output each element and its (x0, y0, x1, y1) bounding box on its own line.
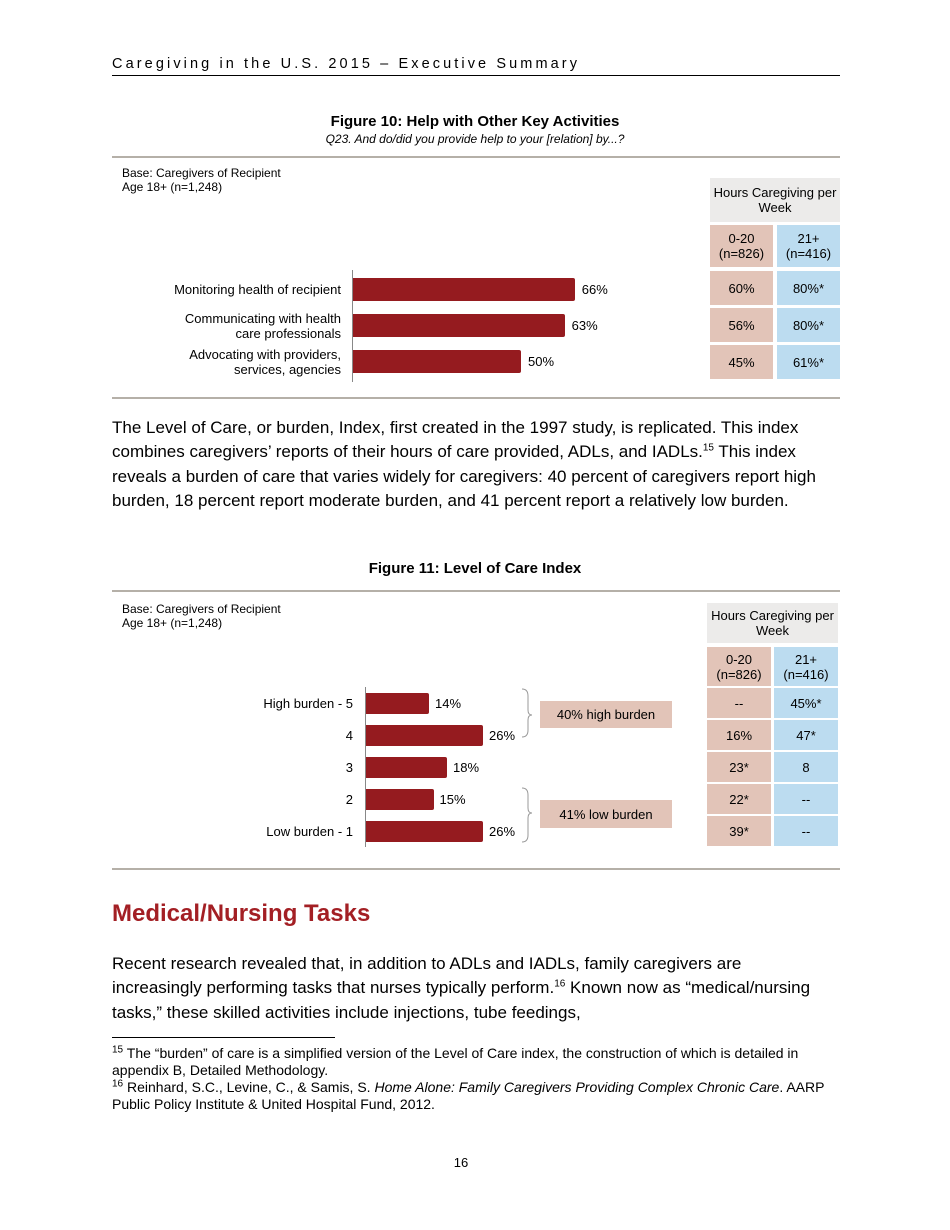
low-burden-group-label: 41% low burden (540, 800, 672, 828)
table-cell-0-20: -- (707, 688, 771, 718)
bar-value-label: 18% (453, 760, 480, 775)
paragraph-text: This index reveals a burden of care that… (112, 442, 816, 510)
figure11-top-rule (112, 590, 840, 592)
table-cell-0-20: 22* (707, 784, 771, 814)
figure10-question: Q23. And do/did you provide help to your… (325, 132, 625, 146)
bar-label-line: Communicating with health (184, 310, 341, 326)
bar (366, 789, 434, 810)
figure11-title: Figure 11: Level of Care Index (368, 560, 582, 577)
figure11-base: Base: Caregivers of Recipient Age 18+ (n… (122, 602, 281, 630)
bar-label-line: services, agencies (234, 361, 341, 377)
bar-value-label: 14% (435, 696, 462, 711)
bar-label: 2 (345, 792, 353, 807)
footnote-16: 16 Reinhard, S.C., Levine, C., & Samis, … (112, 1079, 832, 1113)
bar-value-label: 63% (571, 318, 598, 333)
figure10-bottom-rule (112, 397, 840, 399)
footnote-ref[interactable]: 16 (554, 978, 566, 990)
column-range: 21+ (797, 231, 820, 246)
bar-label-line: Monitoring health of recipient (174, 282, 341, 297)
footnote-title: Home Alone: Family Caregivers Providing … (374, 1079, 780, 1095)
column-header: 21+ (n=416) (777, 225, 840, 267)
bar (353, 278, 575, 301)
table-cell-21plus: -- (774, 816, 838, 846)
figure11-bottom-rule (112, 868, 840, 870)
table-cell-0-20: 23* (707, 752, 771, 782)
bar-value-label: 50% (528, 354, 555, 369)
column-header: 21+ (n=416) (774, 647, 838, 686)
figure10-base: Base: Caregivers of Recipient Age 18+ (n… (122, 166, 281, 194)
chart-axis (365, 687, 366, 847)
bar-label: Low burden - 1 (266, 824, 353, 839)
header-rule (112, 75, 840, 76)
bar (366, 757, 447, 778)
table-cell-21plus: 61%* (777, 345, 840, 379)
column-n: (n=826) (716, 666, 762, 682)
base-line: Base: Caregivers of Recipient (122, 166, 281, 180)
bar-label: Advocating with providers, services, agen… (112, 347, 341, 377)
bar-label: Communicating with health care profession… (112, 311, 341, 341)
column-header: 0-20 (n=826) (710, 225, 773, 267)
bar (366, 821, 483, 842)
footnote-number: 15 (112, 1044, 124, 1056)
paragraph-medical-tasks: Recent research revealed that, in additi… (112, 952, 832, 1025)
table-cell-0-20: 56% (710, 308, 773, 342)
footnote-ref[interactable]: 15 (702, 442, 714, 454)
bar-value-label: 15% (439, 792, 466, 807)
table-cell-21plus: 47* (774, 720, 838, 750)
table-cell-0-20: 45% (710, 345, 773, 379)
bar-label: Monitoring health of recipient (112, 282, 341, 297)
bar-label-line: Advocating with providers, (189, 346, 341, 362)
column-header: 0-20 (n=826) (707, 647, 771, 686)
figure10-top-rule (112, 156, 840, 158)
bar-value-label: 26% (489, 824, 516, 839)
paragraph-text: The Level of Care, or burden, Index, fir… (112, 418, 799, 462)
bar (366, 725, 483, 746)
bar (353, 314, 565, 337)
paragraph-text: Recent research revealed that, in additi… (112, 954, 742, 998)
footnote-text: The “burden” of care is a simplified ver… (112, 1045, 799, 1078)
table-cell-21plus: -- (774, 784, 838, 814)
figure10-table-header: Hours Caregiving per Week (710, 178, 840, 222)
table-cell-21plus: 45%* (774, 688, 838, 718)
bar-value-label: 66% (581, 282, 608, 297)
section-heading: Medical/Nursing Tasks (112, 900, 371, 927)
bracket-icon (521, 688, 533, 843)
table-cell-0-20: 60% (710, 271, 773, 305)
table-cell-21plus: 80%* (777, 271, 840, 305)
bar-label: High burden - 5 (263, 696, 353, 711)
chart-axis (352, 270, 353, 382)
paragraph-level-of-care: The Level of Care, or burden, Index, fir… (112, 416, 832, 513)
base-line: Base: Caregivers of Recipient (122, 602, 281, 616)
column-range: 21+ (794, 651, 818, 667)
footnote-rule (112, 1037, 335, 1038)
footnote-15: 15 The “burden” of care is a simplified … (112, 1045, 832, 1079)
bar (366, 693, 429, 714)
column-n: (n=416) (785, 246, 832, 261)
bar-label: 3 (345, 760, 353, 775)
footnote-text: Reinhard, S.C., Levine, C., & Samis, S. (123, 1079, 375, 1095)
table-cell-0-20: 16% (707, 720, 771, 750)
bar-value-label: 26% (489, 728, 516, 743)
column-n: (n=826) (718, 246, 765, 261)
page-number: 16 (453, 1155, 469, 1170)
paragraph-text: Known now as “medical/nursing tasks,” th… (112, 978, 811, 1022)
footnote-text: . AARP Public Policy Institute & United … (112, 1079, 825, 1112)
figure11-table-header: Hours Caregiving per Week (707, 603, 838, 643)
base-line: Age 18+ (n=1,248) (122, 180, 223, 194)
table-cell-21plus: 8 (774, 752, 838, 782)
running-header: Caregiving in the U.S. 2015 – Executive … (112, 56, 581, 72)
base-line: Age 18+ (n=1,248) (122, 616, 223, 630)
figure10-title: Figure 10: Help with Other Key Activitie… (330, 113, 620, 130)
bar-label-line: care professionals (235, 325, 342, 341)
bar-label: 4 (345, 728, 353, 743)
column-range: 0-20 (728, 231, 755, 246)
column-range: 0-20 (725, 651, 753, 667)
table-cell-0-20: 39* (707, 816, 771, 846)
high-burden-group-label: 40% high burden (540, 701, 672, 728)
table-cell-21plus: 80%* (777, 308, 840, 342)
bar (353, 350, 521, 373)
column-n: (n=416) (783, 666, 829, 682)
footnote-number: 16 (112, 1078, 124, 1090)
